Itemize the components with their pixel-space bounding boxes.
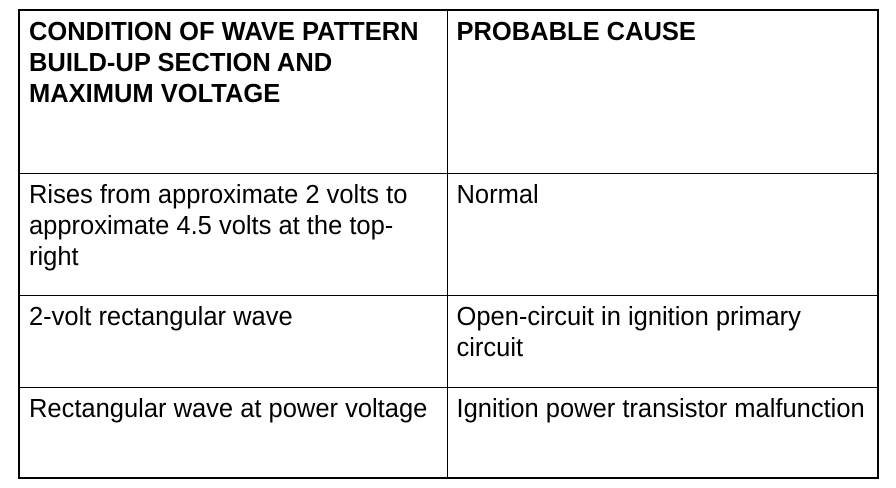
table-row: 2-volt rectangular wave Open-circuit in … (18, 295, 879, 388)
cause-cell: Normal (446, 173, 879, 296)
table-header-row: CONDITION OF WAVE PATTERN BUILD-UP SECTI… (18, 9, 879, 174)
condition-cell: 2-volt rectangular wave (18, 295, 448, 388)
diagnosis-table: CONDITION OF WAVE PATTERN BUILD-UP SECTI… (18, 9, 879, 479)
condition-cell: Rectangular wave at power voltage (18, 387, 448, 479)
table-row: Rectangular wave at power voltage Igniti… (18, 387, 879, 479)
condition-cell: Rises from approximate 2 volts to approx… (18, 173, 448, 296)
cause-cell: Ignition power transistor malfunction (446, 387, 879, 479)
header-probable-cause: PROBABLE CAUSE (446, 9, 879, 174)
cause-cell: Open-circuit in ignition primary circuit (446, 295, 879, 388)
header-condition: CONDITION OF WAVE PATTERN BUILD-UP SECTI… (18, 9, 448, 174)
table-row: Rises from approximate 2 volts to approx… (18, 173, 879, 296)
